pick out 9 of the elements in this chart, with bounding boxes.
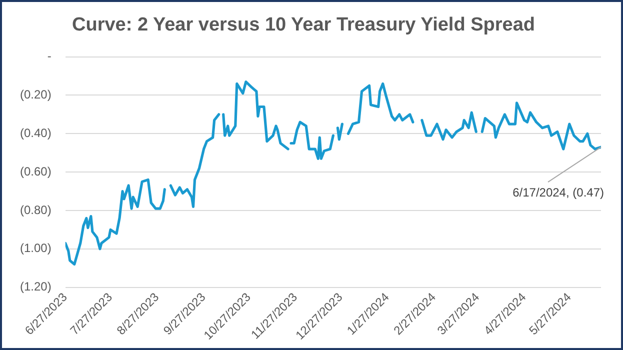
y-tick-label: (0.40) — [20, 126, 52, 140]
y-tick-label: - — [47, 49, 52, 64]
y-tick-label: (0.60) — [20, 164, 52, 178]
annotation: 6/17/2024, (0.47) — [512, 185, 604, 200]
y-tick-label: (1.00) — [20, 241, 52, 256]
y-tick-label: (0.80) — [20, 202, 52, 217]
y-tick-label: (1.20) — [20, 280, 52, 294]
chart-title: Curve: 2 Year versus 10 Year Treasury Yield Spread — [72, 14, 535, 36]
y-tick-label: (0.20) — [20, 88, 52, 102]
